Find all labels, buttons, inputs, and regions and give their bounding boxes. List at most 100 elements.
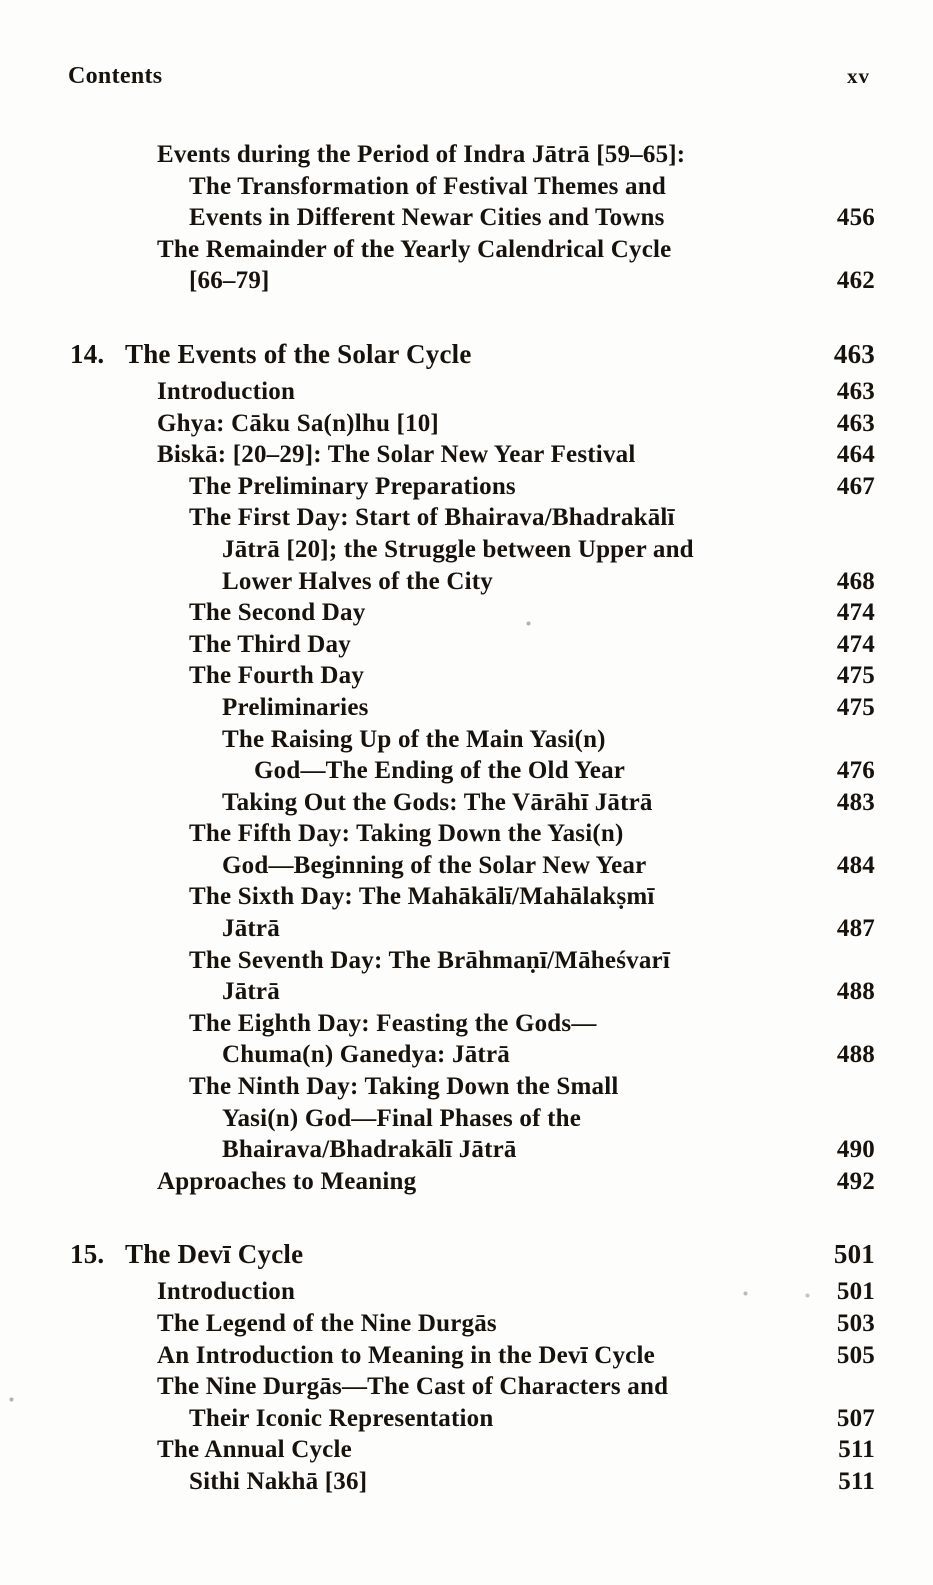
toc-entry: Ghya: Cāku Sa(n)lhu [10] 463: [0, 408, 933, 440]
toc-entry-page-number: 476: [836, 757, 875, 785]
toc-chapter-heading: 15. The Devī Cycle 501: [0, 1237, 933, 1271]
toc-entry: The Eighth Day: Feasting the Gods—: [0, 1008, 933, 1040]
toc-entry: Chuma(n) Ganedya: Jātrā 488: [0, 1039, 933, 1071]
running-head-title: Contents: [68, 63, 163, 89]
toc-entry-page-number: 507: [836, 1404, 875, 1432]
toc-entry: The Legend of the Nine Durgās 503: [0, 1308, 933, 1340]
toc-entry: Taking Out the Gods: The Vārāhī Jātrā 483: [0, 787, 933, 819]
toc-entry-title: An Introduction to Meaning in the Devī C…: [157, 1341, 655, 1369]
toc-entry-title: Jātrā: [222, 978, 280, 1006]
toc-entry: The First Day: Start of Bhairava/Bhadrak…: [0, 502, 933, 534]
toc-entry-title: Jātrā: [222, 915, 280, 943]
toc-entry: Biskā: [20–29]: The Solar New Year Festi…: [0, 439, 933, 471]
toc-entry-page-number: 467: [836, 472, 875, 500]
toc-entry-title: [66–79]: [189, 267, 270, 295]
toc-entry-page-number: 463: [836, 409, 875, 437]
toc-entry-title: Preliminaries: [222, 693, 369, 721]
toc-entry-title: Introduction: [157, 377, 296, 405]
toc-entry-page-number: 501: [836, 1278, 875, 1306]
toc-entry-title: Chuma(n) Ganedya: Jātrā: [222, 1041, 510, 1069]
toc-entry-title: Yasi(n) God—Final Phases of the: [222, 1104, 582, 1132]
toc-entry-title: The Eighth Day: Feasting the Gods—: [189, 1009, 597, 1037]
toc-entry: Events in Different Newar Cities and Tow…: [0, 202, 933, 234]
toc-entry-title: The Fourth Day: [189, 662, 365, 690]
toc-entry-page-number: 505: [836, 1341, 875, 1369]
toc-entry-page-number: 456: [836, 204, 875, 232]
toc-chapter-heading: 14. The Events of the Solar Cycle 463: [0, 337, 933, 371]
toc-entry-title: The Ninth Day: Taking Down the Small: [189, 1073, 619, 1101]
running-head: Contents xv: [68, 63, 870, 90]
toc-entry: The Raising Up of the Main Yasi(n): [0, 724, 933, 756]
toc-entry: Bhairava/Bhadrakālī Jātrā 490: [0, 1134, 933, 1166]
toc-entry-page-number: 484: [836, 851, 875, 879]
toc-entry-title: Jātrā [20]; the Struggle between Upper a…: [222, 535, 694, 563]
toc-entry-title: The First Day: Start of Bhairava/Bhadrak…: [189, 504, 675, 532]
toc-entry: The Ninth Day: Taking Down the Small: [0, 1071, 933, 1103]
toc-entry-title: The Events of the Solar Cycle: [125, 338, 472, 369]
toc-entry-title: God—Beginning of the Solar New Year: [222, 851, 647, 879]
toc-entry: The Fifth Day: Taking Down the Yasi(n): [0, 818, 933, 850]
toc-entry: The Nine Durgās—The Cast of Characters a…: [0, 1371, 933, 1403]
toc-entry-page-number: 511: [838, 1467, 875, 1495]
toc-entry-title: The Preliminary Preparations: [189, 472, 516, 500]
toc-entry: Jātrā [20]; the Struggle between Upper a…: [0, 534, 933, 566]
toc-entry-page-number: 488: [836, 1041, 875, 1069]
toc-entry-title: Events in Different Newar Cities and Tow…: [189, 204, 665, 232]
toc-entry-title: The Sixth Day: The Mahākālī/Mahālakṣmī: [189, 883, 655, 911]
scan-speckles: [0, 0, 3, 3]
toc-entry-page-number: 464: [836, 441, 875, 469]
toc-entry: The Transformation of Festival Themes an…: [0, 171, 933, 203]
toc-entry: The Second Day 474: [0, 597, 933, 629]
toc-entry-title: The Fifth Day: Taking Down the Yasi(n): [189, 820, 624, 848]
toc-entry-page-number: 503: [836, 1310, 875, 1337]
toc-entry-page-number: 487: [836, 915, 875, 943]
toc-entry-page-number: 488: [836, 978, 875, 1006]
toc-entry-title: Bhairava/Bhadrakālī Jātrā: [222, 1136, 517, 1164]
toc-entry: Their Iconic Representation 507: [0, 1403, 933, 1435]
toc-entry: Yasi(n) God—Final Phases of the: [0, 1103, 933, 1135]
toc-entry-title: The Devī Cycle: [125, 1239, 304, 1270]
toc-entry-title: The Legend of the Nine Durgās: [157, 1310, 497, 1337]
toc-entry-title: Sithi Nakhā [36]: [189, 1467, 368, 1495]
toc-entry-title: Ghya: Cāku Sa(n)lhu [10]: [157, 409, 439, 437]
toc-entry: Jātrā 487: [0, 913, 933, 945]
toc-entry: The Fourth Day 475: [0, 660, 933, 692]
toc-entry-title: Taking Out the Gods: The Vārāhī Jātrā: [222, 788, 653, 816]
toc-entry-page-number: 475: [836, 693, 875, 721]
chapter-number: 15.: [70, 1239, 105, 1270]
toc-entry: Lower Halves of the City 468: [0, 566, 933, 598]
toc-entry-title: Events during the Period of Indra Jātrā …: [157, 141, 686, 168]
toc-entry-title: The Nine Durgās—The Cast of Characters a…: [157, 1373, 669, 1401]
toc-entry-page-number: 483: [836, 788, 875, 816]
toc-entry-title: The Third Day: [189, 630, 351, 658]
toc-entry-title: The Second Day: [189, 599, 366, 627]
toc-entry: Events during the Period of Indra Jātrā …: [0, 139, 933, 171]
toc-entry: An Introduction to Meaning in the Devī C…: [0, 1340, 933, 1372]
toc-entry-title: Biskā: [20–29]: The Solar New Year Festi…: [157, 441, 636, 469]
toc-entry: The Seventh Day: The Brāhmaṇī/Māheśvarī: [0, 945, 933, 977]
chapter-number: 14.: [70, 338, 105, 369]
toc-entry-title: Their Iconic Representation: [189, 1404, 494, 1432]
toc-entry-title: The Raising Up of the Main Yasi(n): [222, 725, 606, 753]
toc-entry: Jātrā 488: [0, 976, 933, 1008]
toc-entry-page-number: 511: [838, 1436, 875, 1464]
toc-entry-page-number: 474: [836, 630, 875, 658]
toc-entry-page-number: 474: [836, 599, 875, 627]
toc-entry-page-number: 501: [833, 1239, 875, 1270]
toc-entry: Introduction 463: [0, 376, 933, 408]
toc-entry: The Preliminary Preparations 467: [0, 471, 933, 503]
toc-entry: God—The Ending of the Old Year 476: [0, 755, 933, 787]
page-number-roman: xv: [847, 64, 870, 88]
toc-entry: God—Beginning of the Solar New Year 484: [0, 850, 933, 882]
toc-entry-title: Introduction: [157, 1278, 296, 1306]
toc-entry: The Sixth Day: The Mahākālī/Mahālakṣmī: [0, 881, 933, 913]
toc-entry-page-number: 463: [833, 338, 875, 369]
toc-entry-page-number: 462: [836, 267, 875, 295]
toc-entry: The Annual Cycle 511: [0, 1434, 933, 1466]
toc-entry-title: The Remainder of the Yearly Calendrical …: [157, 235, 672, 263]
toc-entry: [66–79] 462: [0, 265, 933, 297]
table-of-contents: Events during the Period of Indra Jātrā …: [0, 139, 933, 1498]
toc-entry-title: The Annual Cycle: [157, 1436, 352, 1464]
toc-entry-title: God—The Ending of the Old Year: [254, 757, 626, 785]
